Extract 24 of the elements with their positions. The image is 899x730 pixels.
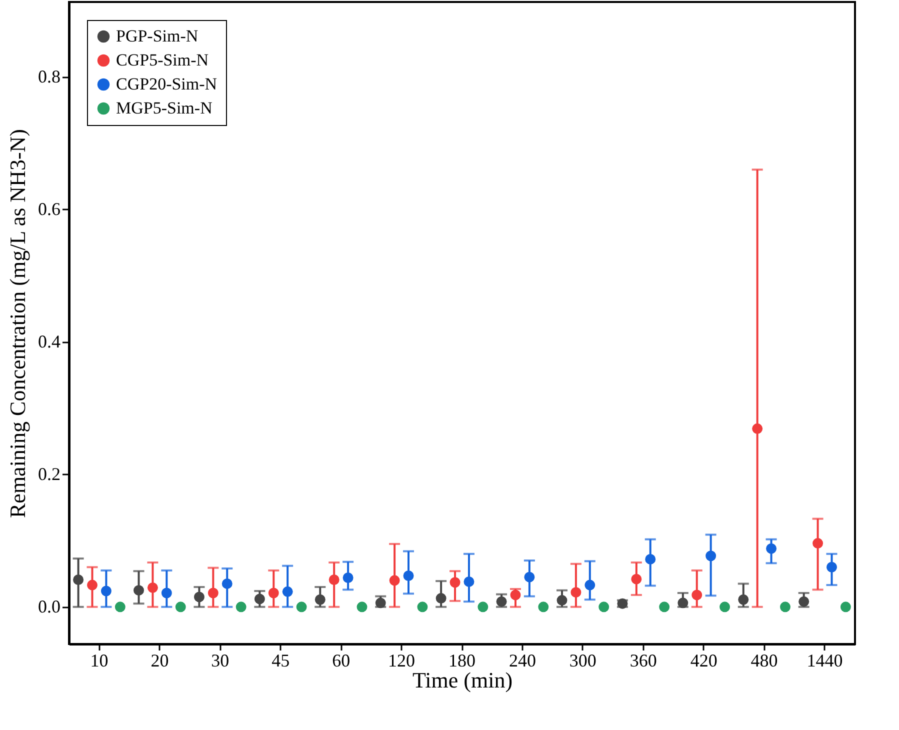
legend-label: CGP5-Sim-N [116,50,209,70]
y-axis-title: Remaining Concentration (mg/L as NH3-N) [5,129,30,518]
x-tick-label: 120 [388,650,416,670]
x-tick-label: 1440 [806,650,843,670]
x-tick-label: 60 [332,650,350,670]
y-tick-label: 0.0 [38,596,60,616]
y-tick-label: 0.2 [38,464,60,484]
x-tick-label: 360 [630,650,657,670]
y-tick-label: 0.8 [38,66,60,86]
legend-label: PGP-Sim-N [116,26,198,46]
y-tick-label: 0.6 [38,198,60,219]
legend-label: MGP5-Sim-N [116,98,212,118]
x-tick-label: 45 [272,650,290,670]
legend-label: CGP20-Sim-N [116,74,218,94]
x-tick-label: 20 [150,650,169,670]
x-tick-label: 240 [508,650,536,670]
x-tick-label: 10 [90,650,108,670]
x-tick-label: 30 [211,650,230,670]
x-tick-label: 300 [569,650,596,670]
x-tick-label: 480 [750,650,778,670]
x-tick-label: 180 [448,650,476,670]
x-axis-title: Time (min) [412,668,513,692]
x-tick-label: 420 [690,650,718,670]
y-tick-label: 0.4 [38,331,60,352]
